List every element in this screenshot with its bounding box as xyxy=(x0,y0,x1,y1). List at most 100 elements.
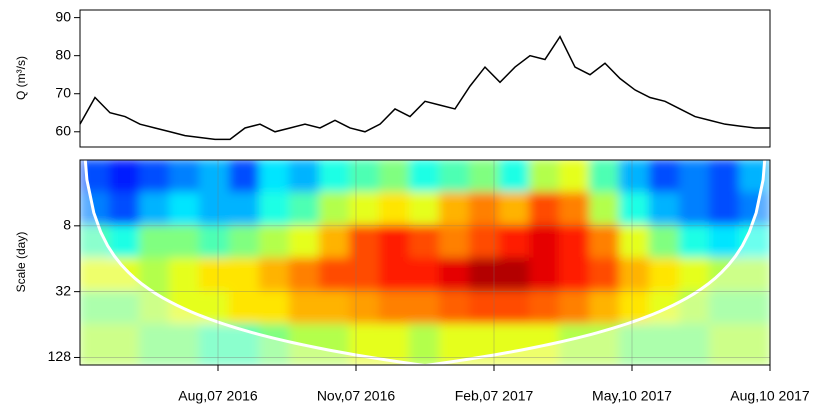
heat-cell xyxy=(439,291,471,326)
heat-cell xyxy=(499,291,531,326)
plot-frame xyxy=(80,10,770,147)
heat-cell xyxy=(409,291,441,326)
heat-cell xyxy=(439,258,471,293)
data-line xyxy=(80,37,770,140)
heat-cell xyxy=(229,159,261,194)
heat-cell xyxy=(139,192,171,227)
heat-cell xyxy=(439,225,471,260)
heat-cell xyxy=(409,192,441,227)
heat-cell xyxy=(439,192,471,227)
heat-cell xyxy=(169,258,201,293)
heat-cell xyxy=(199,159,231,194)
heat-cell xyxy=(319,291,351,326)
heat-cell xyxy=(169,192,201,227)
x-tick-label: Aug,07 2016 xyxy=(178,388,258,404)
heat-cell xyxy=(619,192,651,227)
heat-cell xyxy=(589,225,621,260)
heat-cell xyxy=(139,159,171,194)
heat-cell xyxy=(469,225,501,260)
heat-cell xyxy=(349,225,381,260)
heat-cell xyxy=(289,258,321,293)
heat-cell xyxy=(709,192,741,227)
heat-cell xyxy=(349,291,381,326)
heat-cell xyxy=(679,225,711,260)
heat-cell xyxy=(559,225,591,260)
heat-cell xyxy=(589,291,621,326)
heat-cell xyxy=(349,192,381,227)
heat-cell xyxy=(349,159,381,194)
heat-cell xyxy=(289,159,321,194)
heat-cell xyxy=(529,291,561,326)
heat-cell xyxy=(319,258,351,293)
heat-cell xyxy=(499,225,531,260)
heat-cell xyxy=(409,159,441,194)
heat-cell xyxy=(529,159,561,194)
heat-cell xyxy=(529,225,561,260)
heat-cell xyxy=(109,192,141,227)
heat-cell xyxy=(499,258,531,293)
y-tick-label: 90 xyxy=(55,8,71,24)
heat-cell xyxy=(199,192,231,227)
heat-cell xyxy=(229,258,261,293)
heat-cell xyxy=(619,258,651,293)
heat-cell xyxy=(619,159,651,194)
heat-cell xyxy=(619,225,651,260)
heat-cell xyxy=(469,258,501,293)
heat-cell xyxy=(379,192,411,227)
x-tick-label: Feb,07 2017 xyxy=(455,388,534,404)
x-tick-label: May,10 2017 xyxy=(592,388,672,404)
heat-cell xyxy=(649,159,681,194)
heat-cell xyxy=(259,258,291,293)
heat-cell xyxy=(649,258,681,293)
heat-cell xyxy=(259,291,291,326)
chart: Q (m³/s) Scale (day) 60708090832128Aug,0… xyxy=(0,0,818,416)
y-axis-label: Q (m³/s) xyxy=(14,56,28,100)
heat-cell xyxy=(229,225,261,260)
heat-cell xyxy=(259,192,291,227)
heat-cell xyxy=(559,159,591,194)
heat-cell xyxy=(229,192,261,227)
heat-cell xyxy=(589,192,621,227)
heat-cell xyxy=(469,192,501,227)
heat-cell xyxy=(229,291,261,326)
y-tick-label: 128 xyxy=(48,348,72,364)
y-tick-label: 80 xyxy=(55,46,71,62)
heat-cell xyxy=(259,225,291,260)
heat-cell xyxy=(409,258,441,293)
heat-cell xyxy=(559,258,591,293)
y-tick-label: 8 xyxy=(63,217,71,233)
heat-cell xyxy=(469,159,501,194)
y-tick-label: 70 xyxy=(55,84,71,100)
heat-cell xyxy=(649,192,681,227)
heat-cell xyxy=(319,192,351,227)
y-tick-label: 32 xyxy=(55,282,71,298)
heat-cell xyxy=(589,159,621,194)
heat-cell xyxy=(379,159,411,194)
heat-cell xyxy=(169,225,201,260)
heat-cell xyxy=(559,192,591,227)
heat-cell xyxy=(649,225,681,260)
heat-cell xyxy=(679,159,711,194)
heat-cell xyxy=(529,192,561,227)
heat-cell xyxy=(349,258,381,293)
heat-cell xyxy=(379,225,411,260)
heat-cell xyxy=(439,159,471,194)
heat-cell xyxy=(139,225,171,260)
y-axis-label: Scale (day) xyxy=(14,232,28,293)
heat-cell xyxy=(589,258,621,293)
heat-cell xyxy=(379,258,411,293)
heat-cell xyxy=(409,225,441,260)
heat-cell xyxy=(259,159,291,194)
heat-cell xyxy=(379,291,411,326)
heat-cell xyxy=(199,258,231,293)
heat-cell xyxy=(199,225,231,260)
heat-cell xyxy=(709,159,741,194)
heat-cell xyxy=(109,159,141,194)
heat-cell xyxy=(469,291,501,326)
x-tick-label: Nov,07 2016 xyxy=(317,388,396,404)
heat-cell xyxy=(319,225,351,260)
heat-cell xyxy=(289,225,321,260)
heat-cell xyxy=(169,159,201,194)
heat-cell xyxy=(289,192,321,227)
x-tick-label: Aug,10 2017 xyxy=(730,388,810,404)
